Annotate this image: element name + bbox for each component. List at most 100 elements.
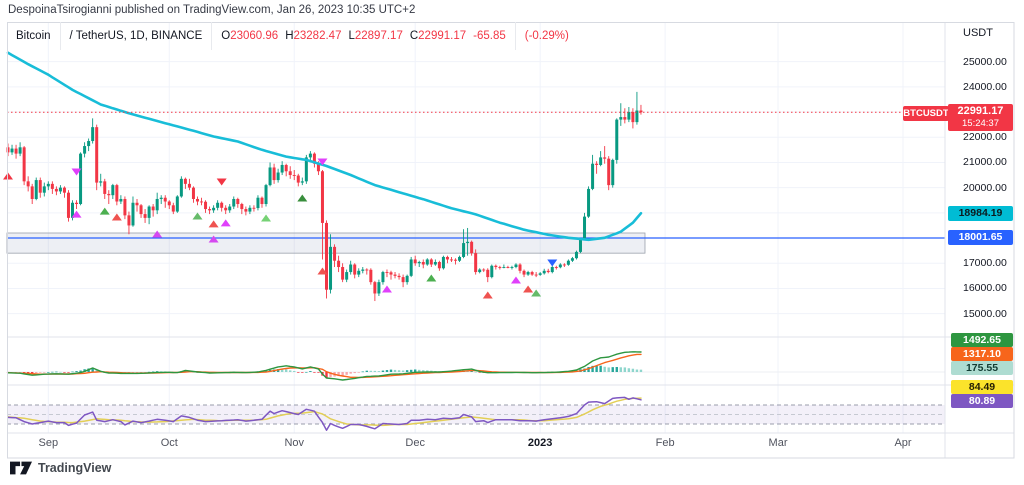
macd-histogram-bar bbox=[63, 372, 66, 373]
macd-histogram-bar bbox=[43, 372, 46, 373]
time-tick-label: Nov bbox=[284, 437, 305, 449]
macd-histogram-bar bbox=[418, 369, 421, 372]
macd-histogram-bar bbox=[135, 372, 139, 373]
candle-body bbox=[175, 196, 179, 212]
candle-body bbox=[454, 259, 458, 261]
macd-histogram-bar bbox=[313, 372, 316, 373]
candle-body bbox=[58, 187, 62, 192]
candle-body bbox=[151, 206, 155, 211]
candle-body bbox=[143, 214, 147, 218]
candle-body bbox=[204, 201, 208, 210]
macd-histogram-bar bbox=[71, 371, 74, 373]
candle-body bbox=[607, 158, 611, 186]
symbol-legend[interactable]: Bitcoin / TetherUS, 1D, BINANCE O23060.9… bbox=[16, 22, 569, 50]
macd-histogram-bar bbox=[67, 372, 70, 373]
candle-body bbox=[83, 146, 87, 154]
candle-body bbox=[433, 261, 437, 265]
candle-body bbox=[30, 186, 34, 199]
candle-body bbox=[248, 207, 252, 212]
macd-histogram-bar bbox=[160, 371, 163, 372]
candle-body bbox=[627, 112, 631, 120]
bar-countdown: 15:24:37 bbox=[962, 118, 999, 129]
candle-body bbox=[159, 197, 163, 199]
macd-histogram-bar bbox=[474, 371, 477, 373]
macd-histogram-bar bbox=[139, 372, 143, 373]
candle-body bbox=[127, 215, 131, 226]
price-tick-label: 15000.00 bbox=[963, 307, 1007, 320]
symbol-price-label-badge: BTCUSDT bbox=[903, 106, 949, 121]
macd-histogram-bar bbox=[393, 369, 397, 372]
price-tick-label: 16000.00 bbox=[963, 282, 1007, 295]
buy-signal-marker bbox=[152, 230, 163, 238]
macd-histogram-bar bbox=[337, 372, 340, 377]
candle-body bbox=[179, 178, 183, 197]
candle-body bbox=[103, 181, 107, 194]
macd-histogram-bar bbox=[284, 369, 288, 372]
candle-body bbox=[224, 207, 228, 211]
buy-signal-marker bbox=[482, 291, 493, 299]
time-tick-label: Mar bbox=[768, 437, 788, 449]
oscillator-value-badge: 80.89 bbox=[951, 394, 1013, 408]
candle-body bbox=[490, 265, 494, 278]
tradingview-branding[interactable]: TradingView bbox=[10, 461, 111, 475]
time-tick-label: 2023 bbox=[527, 437, 553, 449]
buy-signal-marker bbox=[523, 285, 534, 293]
buy-signal-marker bbox=[192, 212, 203, 220]
macd-histogram-bar bbox=[615, 366, 618, 372]
macd-histogram-bar bbox=[51, 371, 54, 373]
candle-body bbox=[341, 267, 345, 280]
candle-body bbox=[200, 201, 204, 203]
candle-body bbox=[615, 119, 619, 160]
candle-body bbox=[357, 270, 361, 275]
buy-signal-marker bbox=[381, 285, 392, 293]
macd-histogram-bar bbox=[35, 372, 38, 373]
candle-body bbox=[506, 267, 510, 268]
brand-name: TradingView bbox=[38, 461, 112, 475]
candle-body bbox=[107, 193, 111, 196]
candle-body bbox=[470, 241, 474, 254]
last-price-value: 22991.17 bbox=[957, 105, 1004, 117]
time-tick-label: Dec bbox=[405, 437, 425, 449]
candle-body bbox=[445, 256, 449, 260]
candle-body bbox=[401, 277, 405, 283]
histogram-value-badge: 175.55 bbox=[951, 361, 1013, 375]
candle-body bbox=[18, 147, 22, 154]
candle-body bbox=[566, 260, 570, 265]
macd-histogram-bar bbox=[30, 372, 34, 374]
macd-histogram-bar bbox=[79, 370, 82, 372]
macd-histogram-bar bbox=[264, 370, 268, 372]
candle-body bbox=[308, 153, 312, 158]
symbol-name[interactable]: Bitcoin bbox=[16, 30, 51, 42]
macd-histogram-bar bbox=[301, 372, 304, 373]
candle-body bbox=[437, 261, 441, 269]
candle-body bbox=[139, 205, 143, 215]
candle-body bbox=[421, 261, 425, 265]
candle-body bbox=[99, 181, 103, 183]
price-scale-currency[interactable]: USDT bbox=[963, 27, 993, 39]
candle-body bbox=[260, 197, 264, 205]
candle-body bbox=[268, 167, 272, 186]
candle-body bbox=[312, 153, 316, 164]
candle-body bbox=[155, 198, 159, 211]
candle-body bbox=[212, 207, 216, 211]
candle-body bbox=[518, 264, 522, 271]
macd-histogram-bar bbox=[478, 372, 481, 373]
time-tick-label: Feb bbox=[655, 437, 675, 449]
candle-body bbox=[542, 270, 546, 274]
candle-body bbox=[34, 180, 38, 199]
macd-line bbox=[7, 351, 642, 381]
macd-histogram-bar bbox=[635, 369, 639, 372]
candle-body bbox=[578, 239, 582, 252]
high-label: H bbox=[285, 30, 294, 42]
macd-histogram-bar bbox=[305, 371, 308, 373]
candle-body bbox=[187, 183, 191, 188]
last-price-badge: 22991.17 15:24:37 bbox=[948, 104, 1013, 131]
price-tick-label: 25000.00 bbox=[963, 55, 1007, 68]
candle-body bbox=[635, 110, 639, 123]
macd-histogram-bar bbox=[369, 370, 373, 372]
buy-signal-marker bbox=[111, 213, 122, 221]
candle-body bbox=[195, 198, 199, 202]
macd-histogram-bar bbox=[377, 371, 381, 372]
legend-divider bbox=[514, 22, 516, 50]
